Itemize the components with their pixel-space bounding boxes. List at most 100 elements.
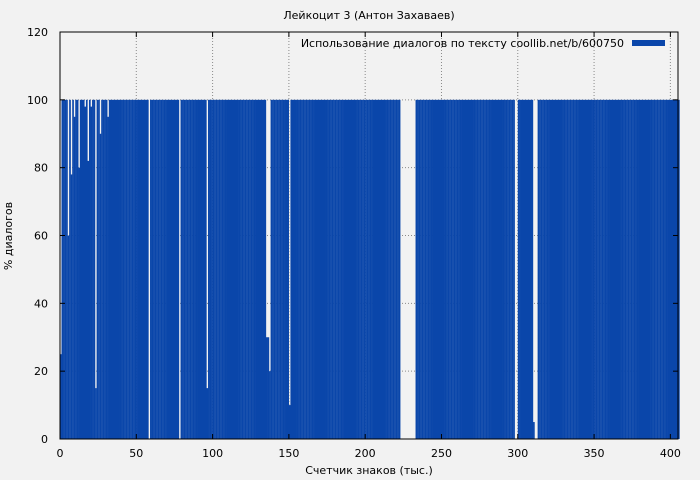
data-bar xyxy=(540,99,543,439)
data-bar xyxy=(130,99,132,439)
x-tick-label: 150 xyxy=(278,447,299,460)
data-bar xyxy=(96,99,99,439)
data-bar xyxy=(378,99,381,439)
data-bar xyxy=(577,99,579,439)
data-bar xyxy=(600,99,602,439)
data-bar xyxy=(366,99,369,439)
data-bar xyxy=(262,99,265,439)
data-bar xyxy=(475,99,477,439)
data-bar xyxy=(420,99,422,439)
data-bar xyxy=(116,99,119,439)
data-bar xyxy=(424,99,427,439)
data-bar xyxy=(597,99,599,439)
data-bar xyxy=(417,99,419,439)
data-bar xyxy=(133,99,135,439)
data-bar xyxy=(209,99,212,439)
data-bar xyxy=(507,99,509,439)
data-bar xyxy=(607,99,610,439)
data-bar xyxy=(641,99,644,439)
y-tick-label: 0 xyxy=(41,433,48,446)
data-bar xyxy=(151,99,154,439)
data-bar xyxy=(208,99,210,439)
data-bar xyxy=(67,235,70,439)
data-bar xyxy=(639,99,642,439)
data-bar xyxy=(349,99,352,439)
data-bar xyxy=(238,99,241,439)
data-bar xyxy=(661,99,663,439)
data-bar xyxy=(655,99,657,439)
data-bar xyxy=(108,99,111,439)
data-bar xyxy=(90,106,93,439)
data-bar xyxy=(99,133,102,439)
data-bar xyxy=(482,99,485,439)
data-bar xyxy=(60,354,62,439)
data-bar xyxy=(624,99,627,439)
data-bar xyxy=(354,99,357,439)
data-bar xyxy=(211,99,213,439)
data-bar xyxy=(583,99,586,439)
data-bar xyxy=(157,99,160,439)
data-bar xyxy=(247,99,250,439)
data-bar xyxy=(371,99,373,439)
data-bar xyxy=(301,99,303,439)
data-bar xyxy=(621,99,624,439)
data-bar xyxy=(163,99,166,439)
data-bar xyxy=(488,99,491,439)
data-bar xyxy=(171,99,174,439)
data-bar xyxy=(664,99,666,439)
data-bar xyxy=(87,160,90,439)
data-bar xyxy=(653,99,656,439)
data-bar xyxy=(351,99,354,439)
data-bar xyxy=(279,99,282,439)
data-bar xyxy=(189,99,192,439)
data-bar xyxy=(264,99,267,439)
data-bar xyxy=(369,99,372,439)
data-bar xyxy=(214,99,216,439)
data-bar xyxy=(476,99,479,439)
axis-ticks: 0 50 100 150 200 250 300 350 400 0 20 40 60 80 100 120 xyxy=(27,26,681,460)
data-bar xyxy=(543,99,546,439)
data-bar xyxy=(397,99,399,439)
data-bar xyxy=(470,99,473,439)
data-bar xyxy=(267,337,270,439)
data-bar xyxy=(259,99,262,439)
data-bar xyxy=(578,99,581,439)
data-bar xyxy=(433,99,436,439)
data-bar xyxy=(348,99,351,439)
data-bar xyxy=(352,99,355,439)
data-bar xyxy=(98,99,100,439)
data-bar xyxy=(172,99,175,439)
data-bar xyxy=(200,99,203,439)
data-bar xyxy=(591,99,593,439)
data-bar xyxy=(288,405,291,439)
data-bar xyxy=(61,99,64,439)
data-bar xyxy=(647,99,650,439)
data-bar xyxy=(636,99,639,439)
data-bar xyxy=(308,99,311,439)
data-bar xyxy=(467,99,470,439)
data-bar xyxy=(220,99,222,439)
data-bar xyxy=(546,99,549,439)
data-bar xyxy=(188,99,190,439)
data-bar xyxy=(450,99,453,439)
data-bar xyxy=(134,99,137,439)
data-bar xyxy=(601,99,604,439)
data-bar xyxy=(642,99,645,439)
data-bar xyxy=(359,99,361,439)
data-bar xyxy=(203,99,206,439)
data-bar xyxy=(656,99,659,439)
x-tick-label: 50 xyxy=(129,447,143,460)
data-bar xyxy=(526,99,529,439)
data-bar xyxy=(156,99,158,439)
data-bar xyxy=(249,99,251,439)
data-bar xyxy=(182,99,184,439)
data-bar xyxy=(192,99,195,439)
x-tick-label: 100 xyxy=(202,447,223,460)
data-bar xyxy=(505,99,508,439)
data-bar xyxy=(423,99,425,439)
data-bar xyxy=(261,99,264,439)
data-bar xyxy=(595,99,598,439)
data-bar xyxy=(142,99,145,439)
data-bar xyxy=(323,99,326,439)
data-bar xyxy=(146,99,149,439)
